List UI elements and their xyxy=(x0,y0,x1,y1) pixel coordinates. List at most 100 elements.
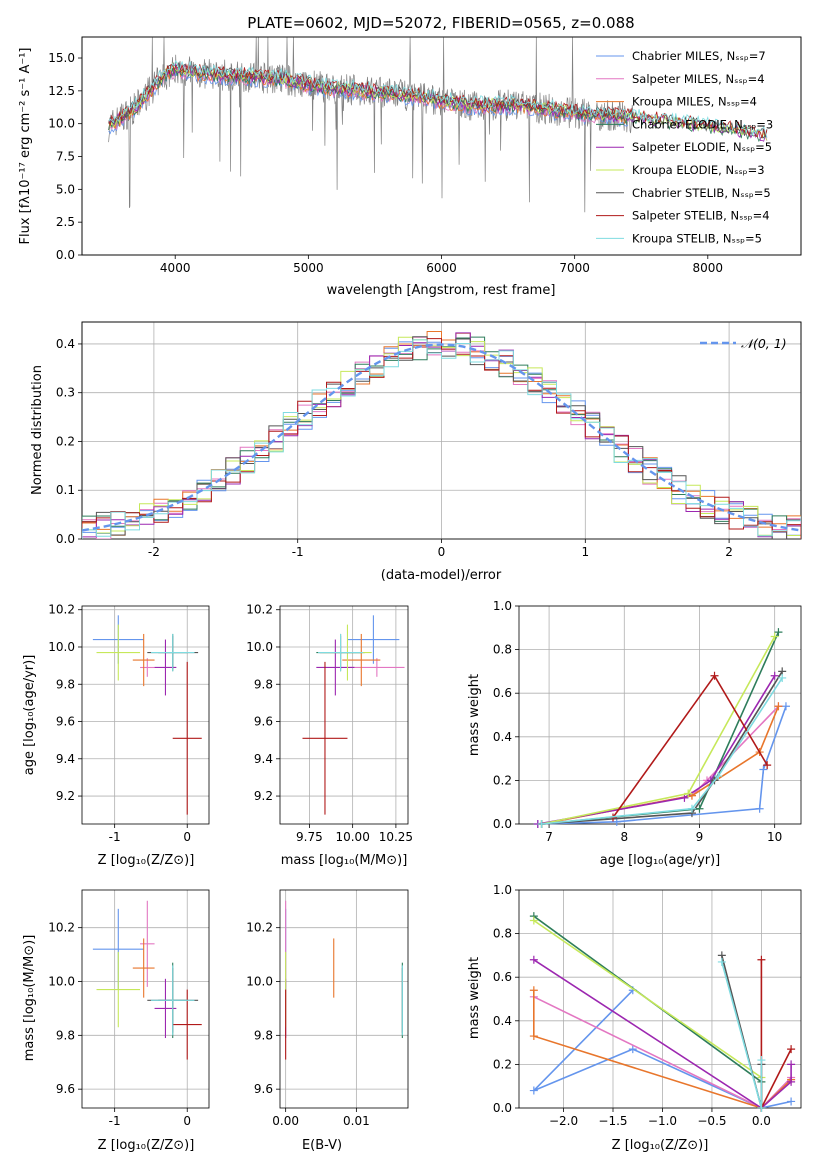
age-vs-mass-panel: 9.75 10.00 10.25 9.2 9.4 9.6 9.8 10.0 10.2 mass … xyxy=(246,603,413,868)
massweight-vs-age-ytick-label: 0.4 xyxy=(493,730,512,744)
massweight-vs-Z-marker xyxy=(529,916,538,925)
age-vs-Z-xlabel: Z [log₁₀(Z/Z⊙)] xyxy=(98,853,195,868)
spectrum-xtick-label: 8000 xyxy=(693,261,724,275)
legend-label: 𝒩(0, 1) xyxy=(741,336,787,351)
massweight-vs-Z-marker xyxy=(787,1045,796,1054)
model-spectrum-line xyxy=(108,63,768,139)
residual-ylabel: Normed distribution xyxy=(30,365,45,495)
massweight-vs-age-marker xyxy=(774,702,783,711)
legend-label: Salpeter MILES, Nₛₛₚ=4 xyxy=(632,72,765,86)
massweight-vs-age-marker xyxy=(763,761,772,770)
spectrum-ytick-label: 2.5 xyxy=(56,215,75,229)
mass-vs-Z-ytick-label: 10.2 xyxy=(48,921,75,935)
massweight-vs-age-panel: 7 8 9 10 0.0 0.2 0.4 0.6 0.8 1.0 age [log₁₀(age/y… xyxy=(467,599,802,868)
massweight-vs-age-ylabel: mass weight xyxy=(467,674,482,756)
age-vs-mass-xtick-label: 10.00 xyxy=(335,830,369,844)
massweight-vs-Z-ytick-label: 0.6 xyxy=(493,970,512,984)
massweight-vs-Z-marker xyxy=(757,1104,766,1112)
massweight-vs-age-line xyxy=(541,670,783,825)
massweight-vs-Z-marker xyxy=(717,957,726,966)
mass-vs-EBV-ytick-label: 9.8 xyxy=(254,1028,273,1042)
normal-reference-curve xyxy=(82,343,801,532)
massweight-vs-age-marker xyxy=(755,804,764,813)
massweight-vs-age-xlabel: age [log₁₀(age/yr)] xyxy=(600,853,721,868)
residual-xtick-label: -1 xyxy=(292,545,304,559)
massweight-vs-Z-xlabel: Z [log₁₀(Z/Z⊙)] xyxy=(612,1138,709,1153)
residual-histogram xyxy=(82,339,801,539)
massweight-vs-age-marker xyxy=(781,702,790,711)
spectrum-xtick-label: 7000 xyxy=(559,261,590,275)
spectrum-ytick-label: 0.0 xyxy=(56,248,75,262)
spectrum-title: PLATE=0602, MJD=52072, FIBERID=0565, z=0… xyxy=(247,14,634,32)
spectrum-panel: PLATE=0602, MJD=52072, FIBERID=0565, z=0… xyxy=(18,14,802,298)
age-vs-mass-ytick-label: 10.0 xyxy=(246,640,273,654)
massweight-vs-Z-ytick-label: 1.0 xyxy=(493,883,512,897)
residual-clipped xyxy=(82,331,801,539)
massweight-vs-Z-ytick-label: 0.2 xyxy=(493,1057,512,1071)
massweight-vs-Z-xtick-label: 0.0 xyxy=(752,1114,771,1128)
mass-vs-EBV-xtick-label: 0.00 xyxy=(272,1114,299,1128)
spectrum-ytick-label: 7.5 xyxy=(56,150,75,164)
residual-plot: -2 -1 0 1 2 0.0 0.1 0.2 0.3 0.4 𝒩(0, 1) xyxy=(56,321,802,559)
massweight-vs-Z-marker xyxy=(787,1097,796,1106)
legend-label: Salpeter ELODIE, Nₛₛₚ=5 xyxy=(632,140,772,154)
age-vs-mass-ytick-label: 9.8 xyxy=(254,677,273,691)
mass-vs-EBV-xtick-label: 0.01 xyxy=(343,1114,370,1128)
massweight-vs-Z-xtick-label: −1.5 xyxy=(598,1114,627,1128)
massweight-vs-age-xtick-label: 7 xyxy=(545,830,553,844)
age-vs-mass-ytick-label: 9.4 xyxy=(254,752,273,766)
mass-vs-EBV-ytick-label: 10.0 xyxy=(246,975,273,989)
spectrum-ytick-label: 5.0 xyxy=(56,182,75,196)
massweight-vs-Z-xtick-label: −1.0 xyxy=(648,1114,677,1128)
age-vs-Z-panel: -1 09.29.49.69.810.010.2 Z [log₁₀(Z/Z⊙)] … xyxy=(22,603,210,868)
massweight-vs-Z-marker xyxy=(757,1056,766,1065)
mass-vs-Z-frame xyxy=(81,889,210,1109)
age-vs-mass-ytick-label: 9.6 xyxy=(254,715,273,729)
mass-vs-EBV-xlabel: E(B-V) xyxy=(302,1138,342,1153)
massweight-vs-age-marker xyxy=(710,671,719,680)
residual-xtick-label: 0 xyxy=(438,545,446,559)
mass-vs-EBV-frame xyxy=(279,889,409,1109)
legend-label: Salpeter STELIB, Nₛₛₚ=4 xyxy=(632,209,770,223)
legend-label: Chabrier STELIB, Nₛₛₚ=5 xyxy=(632,186,771,200)
mass-vs-Z-xlabel: Z [log₁₀(Z/Z⊙)] xyxy=(98,1138,195,1153)
legend-label: Chabrier MILES, Nₛₛₚ=7 xyxy=(632,49,766,63)
residual-ytick-label: 0.3 xyxy=(56,386,75,400)
massweight-vs-age-line xyxy=(541,636,776,825)
massweight-vs-Z-xtick-label: −2.0 xyxy=(549,1114,578,1128)
massweight-vs-age-frame xyxy=(518,605,802,825)
residual-xtick-label: 1 xyxy=(581,545,589,559)
massweight-vs-Z-marker xyxy=(628,1045,637,1054)
massweight-vs-Z-marker xyxy=(757,955,766,964)
age-vs-Z-ytick-label: 9.8 xyxy=(56,677,75,691)
massweight-vs-Z-ytick-label: 0.0 xyxy=(493,1101,512,1115)
massweight-vs-age-ytick-label: 0.0 xyxy=(493,817,512,831)
age-vs-Z-frame xyxy=(81,605,210,825)
residual-xlabel: (data-model)/error xyxy=(381,568,502,583)
massweight-vs-age-xtick-label: 8 xyxy=(620,830,628,844)
massweight-vs-Z-line xyxy=(533,959,792,1110)
massweight-vs-Z-frame xyxy=(518,889,802,1109)
age-vs-mass-xtick-label: 10.25 xyxy=(379,830,413,844)
spectrum-xtick-label: 6000 xyxy=(426,261,457,275)
spectrum-ytick-label: 12.5 xyxy=(48,84,75,98)
mass-vs-Z-panel: -1 0 9.6 9.8 10.0 10.2 Z [log₁₀(Z/Z⊙)] mass [… xyxy=(22,889,210,1153)
mass-vs-Z-xtick-label: 0 xyxy=(183,1114,191,1128)
model-spectrum-line xyxy=(108,62,768,141)
massweight-vs-age-marker xyxy=(680,793,689,802)
residual-ytick-label: 0.1 xyxy=(56,483,75,497)
spectrum-xtick-label: 5000 xyxy=(293,261,324,275)
age-vs-Z-ytick-label: 10.2 xyxy=(48,603,75,617)
massweight-vs-Z-ytick-label: 0.4 xyxy=(493,1014,512,1028)
age-vs-mass-ytick-label: 9.2 xyxy=(254,789,273,803)
legend-label: Kroupa MILES, Nₛₛₚ=4 xyxy=(632,95,757,109)
mass-vs-Z-plot: -1 0 9.6 9.8 10.0 10.2 xyxy=(48,889,210,1128)
massweight-vs-Z-xtick-label: −0.5 xyxy=(697,1114,726,1128)
massweight-vs-age-xtick-label: 9 xyxy=(696,830,704,844)
age-vs-Z-xtick-label: -1 xyxy=(109,830,121,844)
massweight-vs-age-ytick-label: 0.6 xyxy=(493,686,512,700)
mass-vs-EBV-panel: 0.00 0.01 9.6 9.8 10.0 10.2 E(B-V) xyxy=(246,889,409,1153)
residual-panel: -2 -1 0 1 2 0.0 0.1 0.2 0.3 0.4 𝒩(0, 1) (data-mode… xyxy=(30,321,802,583)
massweight-vs-Z-marker xyxy=(529,986,538,995)
